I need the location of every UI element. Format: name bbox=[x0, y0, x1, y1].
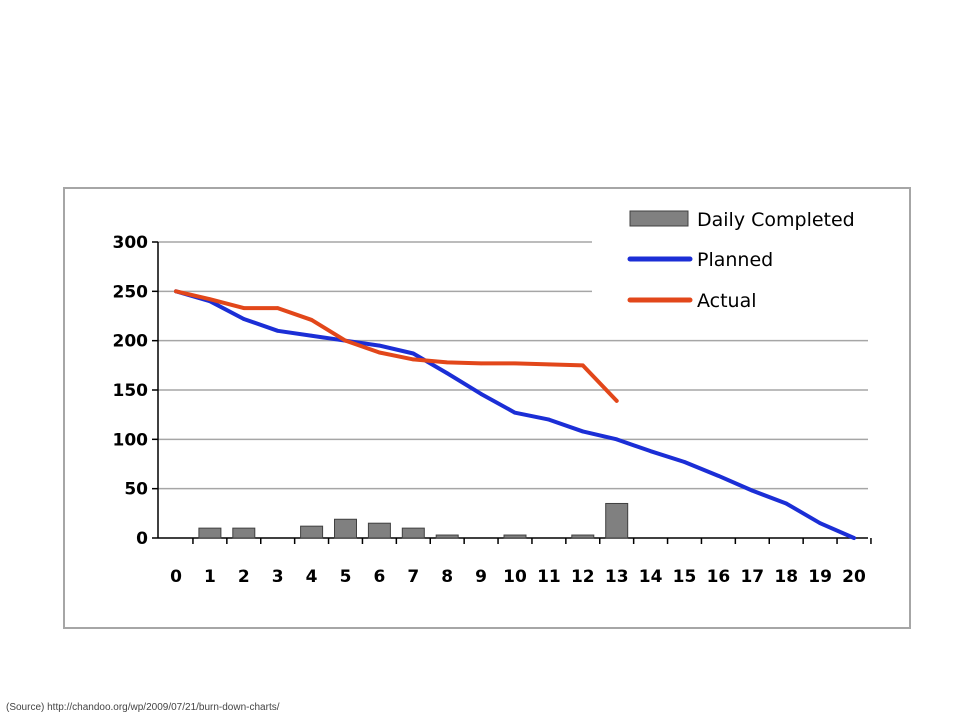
point-planned-6 bbox=[377, 343, 382, 348]
bar-daily-completed-12 bbox=[571, 534, 595, 539]
legend-label-actual: Actual bbox=[697, 290, 757, 312]
legend-label-daily-completed: Daily Completed bbox=[697, 209, 855, 231]
x-tick-label-13: 13 bbox=[605, 567, 629, 587]
y-tick-label-150: 150 bbox=[113, 381, 149, 401]
x-tick-label-11: 11 bbox=[537, 567, 561, 587]
legend-label-planned: Planned bbox=[697, 249, 773, 271]
point-actual-0 bbox=[174, 289, 178, 294]
x-tick-label-2: 2 bbox=[238, 567, 250, 587]
point-actual-10 bbox=[513, 361, 517, 366]
point-planned-3 bbox=[275, 329, 280, 333]
line-series bbox=[174, 289, 856, 540]
point-actual-9 bbox=[479, 361, 483, 366]
point-planned-20 bbox=[852, 536, 856, 540]
bar-daily-completed-1 bbox=[198, 527, 222, 539]
bar-daily-completed-5 bbox=[334, 518, 357, 539]
point-planned-12 bbox=[581, 429, 585, 434]
bar-daily-completed-6 bbox=[367, 522, 391, 539]
x-tick-label-17: 17 bbox=[740, 567, 764, 587]
x-tick-label-16: 16 bbox=[707, 567, 731, 587]
x-tick-label-18: 18 bbox=[774, 567, 798, 587]
point-planned-11 bbox=[547, 417, 551, 422]
x-tick-label-15: 15 bbox=[673, 567, 697, 587]
point-planned-4 bbox=[309, 333, 314, 338]
point-planned-19 bbox=[818, 521, 822, 525]
bar-daily-completed-4 bbox=[300, 525, 324, 539]
x-tick-label-6: 6 bbox=[373, 567, 385, 587]
y-tick-label-300: 300 bbox=[113, 233, 149, 253]
bar-daily-completed-2 bbox=[232, 527, 256, 539]
point-actual-1 bbox=[208, 297, 212, 302]
x-tick-label-10: 10 bbox=[503, 567, 527, 587]
point-actual-13 bbox=[614, 399, 619, 403]
point-planned-17 bbox=[750, 488, 755, 493]
bar-series bbox=[198, 502, 629, 539]
y-tick-label-50: 50 bbox=[124, 480, 148, 500]
x-tick-label-14: 14 bbox=[639, 567, 663, 587]
x-tick-label-9: 9 bbox=[475, 567, 487, 587]
point-planned-14 bbox=[648, 449, 653, 453]
point-actual-5 bbox=[343, 338, 348, 343]
x-tick-label-5: 5 bbox=[340, 567, 352, 587]
point-actual-8 bbox=[445, 360, 450, 365]
x-tick-label-20: 20 bbox=[842, 567, 866, 587]
legend-swatch-daily-completed bbox=[629, 210, 689, 227]
bar-daily-completed-8 bbox=[435, 534, 459, 539]
point-planned-18 bbox=[784, 501, 788, 506]
point-actual-6 bbox=[377, 350, 382, 355]
point-planned-13 bbox=[614, 437, 619, 442]
point-actual-4 bbox=[309, 318, 314, 322]
axes bbox=[152, 241, 872, 544]
x-tick-label-3: 3 bbox=[272, 567, 284, 587]
point-planned-15 bbox=[682, 460, 687, 464]
legend: Daily Completed Planned Actual bbox=[627, 209, 855, 312]
point-actual-11 bbox=[547, 362, 551, 367]
bar-daily-completed-13 bbox=[605, 502, 629, 539]
bar-daily-completed-7 bbox=[401, 527, 425, 539]
bar-daily-completed-10 bbox=[503, 534, 527, 539]
source-note: (Source) http://chandoo.org/wp/2009/07/2… bbox=[6, 702, 280, 713]
point-planned-7 bbox=[411, 351, 416, 356]
y-tick-label-200: 200 bbox=[113, 332, 149, 352]
point-planned-2 bbox=[242, 317, 246, 321]
point-planned-10 bbox=[513, 410, 517, 415]
point-actual-3 bbox=[275, 306, 280, 310]
x-tick-label-8: 8 bbox=[441, 567, 453, 587]
line-planned bbox=[174, 289, 856, 540]
x-tick-label-0: 0 bbox=[170, 567, 182, 587]
y-tick-label-0: 0 bbox=[136, 529, 148, 549]
x-tick-label-4: 4 bbox=[306, 567, 318, 587]
x-tick-label-7: 7 bbox=[407, 567, 419, 587]
point-actual-12 bbox=[581, 363, 585, 368]
x-tick-label-12: 12 bbox=[571, 567, 595, 587]
chart-frame bbox=[63, 187, 911, 629]
point-planned-8 bbox=[445, 371, 450, 376]
point-planned-9 bbox=[479, 392, 483, 396]
point-actual-2 bbox=[242, 306, 246, 310]
point-actual-7 bbox=[411, 357, 416, 362]
line-actual bbox=[174, 289, 619, 403]
y-tick-label-100: 100 bbox=[113, 430, 149, 450]
x-tick-label-1: 1 bbox=[204, 567, 216, 587]
x-tick-label-19: 19 bbox=[808, 567, 832, 587]
y-tick-label-250: 250 bbox=[113, 282, 149, 302]
point-planned-16 bbox=[716, 474, 721, 478]
